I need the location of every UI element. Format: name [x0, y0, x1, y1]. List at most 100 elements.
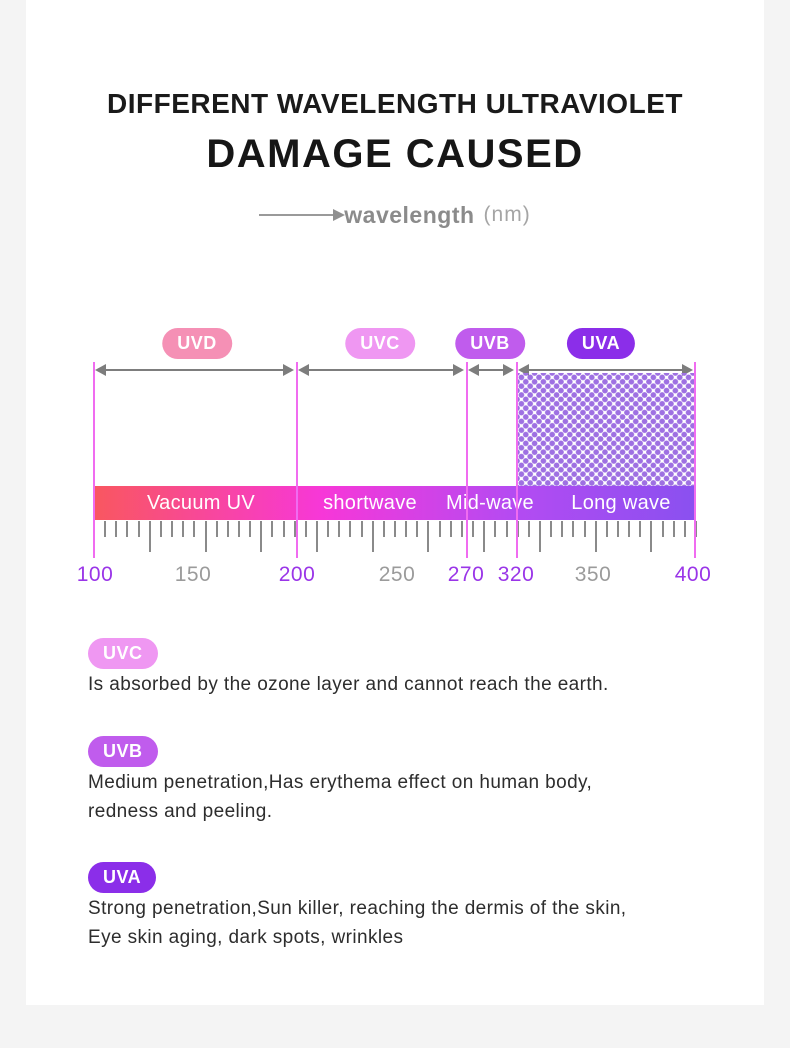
section-badge-uvb: UVB	[88, 736, 158, 767]
ruler-tick	[271, 521, 274, 537]
arrow-head-left-icon	[95, 364, 106, 376]
ruler-tick	[572, 521, 575, 537]
ruler-tick	[293, 521, 296, 537]
ruler-tick	[405, 521, 408, 537]
ruler-tick	[661, 521, 664, 537]
right-arrow-icon	[259, 209, 346, 221]
marker-line-270nm	[466, 362, 468, 558]
page-title: DIFFERENT WAVELENGTH ULTRAVIOLET	[107, 88, 683, 119]
ruler-tick	[438, 521, 441, 537]
ruler-tick	[538, 521, 541, 552]
ruler-tick	[316, 521, 318, 552]
page-subtitle: DAMAGE CAUSED	[206, 132, 584, 176]
ruler-tick	[115, 521, 118, 537]
ruler-tick	[683, 521, 686, 537]
ruler-tick	[148, 521, 151, 552]
ruler-tick	[427, 521, 430, 552]
ruler-tick	[304, 521, 307, 537]
ruler-tick	[594, 521, 597, 552]
axis-value-400: 400	[674, 563, 712, 586]
ruler-tick	[193, 521, 196, 537]
ruler-tick	[695, 521, 697, 537]
ruler-tick	[628, 521, 631, 537]
ruler-tick	[338, 521, 341, 537]
range-arrow-uvc	[296, 363, 466, 377]
badge-uvb: UVB	[455, 328, 525, 359]
ruler-tick	[583, 521, 586, 537]
section-uvb-text-line2: redness and peeling.	[88, 801, 273, 822]
badge-uva: UVA	[566, 328, 636, 359]
ruler-tick	[237, 521, 240, 537]
ruler-tick	[650, 521, 653, 552]
arrow-head-left-icon	[468, 364, 479, 376]
ruler-tick	[137, 521, 140, 537]
range-arrow-uvd	[93, 363, 296, 377]
ruler-tick	[516, 521, 519, 537]
axis-value-270: 270	[447, 563, 485, 586]
ruler-tick	[550, 521, 553, 537]
badge-uvd: UVD	[162, 328, 232, 359]
ruler-tick	[182, 521, 185, 537]
arrow-head-right-icon	[682, 364, 693, 376]
ruler-tick	[327, 521, 330, 537]
arrow-head-right-icon	[283, 364, 294, 376]
ruler-tick	[349, 521, 352, 537]
range-arrow-uvb	[466, 363, 516, 377]
infographic-card: DIFFERENT WAVELENGTH ULTRAVIOLET DAMAGE …	[26, 0, 764, 1005]
ruler-tick	[449, 521, 452, 537]
wavelength-unit: (nm)	[483, 203, 531, 226]
section-uvb-text-line1: Medium penetration,Has erythema effect o…	[88, 772, 593, 793]
axis-value-200: 200	[278, 563, 316, 586]
ruler-tick	[93, 521, 95, 552]
ruler-tick	[460, 521, 463, 537]
section-badge-uva: UVA	[88, 862, 157, 893]
ruler-tick	[282, 521, 285, 537]
arrow-head-right-icon	[453, 364, 464, 376]
spectrum-gradient-bar: Vacuum UV shortwave Mid-wave Long wave	[93, 486, 695, 520]
range-arrow-uva	[516, 363, 695, 377]
ruler-tick	[505, 521, 508, 537]
ruler-tick	[215, 521, 218, 537]
ruler-tick	[472, 521, 474, 537]
marker-line-100nm	[93, 362, 95, 558]
marker-line-200nm	[296, 362, 298, 558]
section-uva-text-line1: Strong penetration,Sun killer, reaching …	[88, 898, 627, 919]
zone-label-mid-wave: Mid-wave	[446, 491, 534, 514]
axis-value-150: 150	[174, 563, 212, 586]
ruler-tick	[382, 521, 385, 537]
wavelength-caption: wavelength	[344, 201, 475, 228]
zone-label-long-wave: Long wave	[571, 491, 671, 514]
wavelength-caption-row: wavelength (nm)	[26, 198, 764, 232]
ruler-ticks	[93, 521, 697, 553]
axis-value-100: 100	[76, 563, 114, 586]
marker-line-320nm	[516, 362, 518, 558]
ruler-tick	[159, 521, 162, 537]
ruler-tick	[605, 521, 608, 537]
axis-value-350: 350	[574, 563, 612, 586]
ruler-tick	[561, 521, 564, 537]
ruler-tick	[394, 521, 396, 537]
ruler-tick	[494, 521, 497, 537]
ruler-tick	[672, 521, 675, 537]
section-badge-uvc: UVC	[88, 638, 158, 669]
axis-value-320: 320	[497, 563, 535, 586]
ruler-tick	[483, 521, 486, 552]
section-uvc-text-line1: Is absorbed by the ozone layer and canno…	[88, 674, 609, 695]
uva-dot-pattern-region	[517, 373, 694, 486]
ruler-tick	[371, 521, 374, 552]
ruler-tick	[639, 521, 642, 537]
ruler-tick	[204, 521, 207, 552]
ruler-tick	[171, 521, 173, 537]
ruler-tick	[226, 521, 229, 537]
ruler-tick	[617, 521, 619, 537]
badge-uvc: UVC	[345, 328, 415, 359]
arrow-head-right-icon	[503, 364, 514, 376]
ruler-tick	[126, 521, 129, 537]
ruler-tick	[416, 521, 419, 537]
ruler-tick	[360, 521, 363, 537]
ruler-tick	[104, 521, 107, 537]
arrow-head-left-icon	[298, 364, 309, 376]
axis-value-250: 250	[378, 563, 416, 586]
ruler-tick	[249, 521, 252, 537]
